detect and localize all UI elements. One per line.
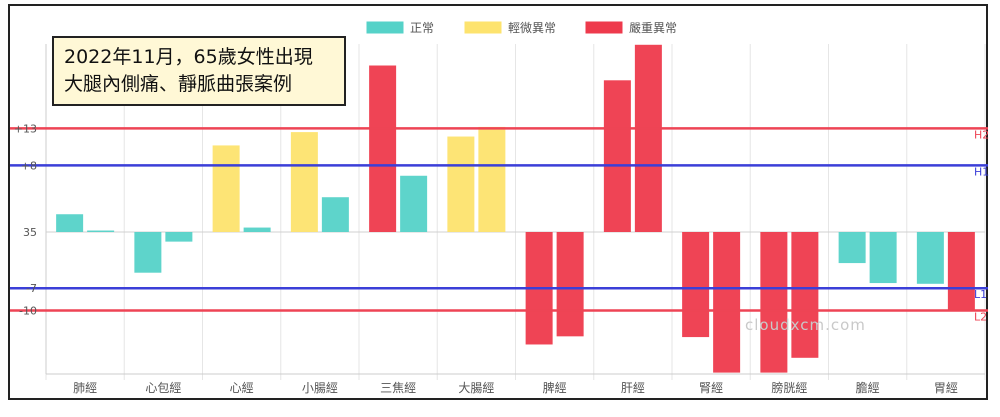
bar [56, 214, 84, 232]
y-tick-label: +8 [21, 159, 37, 172]
bar [634, 44, 662, 232]
bar [369, 65, 397, 232]
y-tick-label: -10 [19, 304, 37, 317]
bar [869, 232, 897, 284]
bar [682, 232, 710, 338]
x-tick-label: 小腸經 [302, 381, 338, 395]
annotation-line-1: 2022年11月，65歲女性出現 [64, 46, 313, 68]
legend-label: 嚴重異常 [629, 21, 677, 35]
bar [713, 232, 741, 373]
watermark-text: cloudxcm.com [745, 316, 866, 334]
bar [400, 175, 428, 232]
annotation-box: 2022年11月，65歲女性出現 大腿內側痛、靜脈曲張案例 [52, 36, 346, 106]
bar [212, 145, 240, 232]
y-tick-label: +13 [14, 122, 37, 135]
legend-label: 輕微異常 [508, 21, 556, 35]
bar [290, 132, 318, 232]
bar [243, 227, 271, 232]
bar [165, 232, 193, 242]
x-tick-label: 腎經 [699, 381, 723, 395]
bar [791, 232, 819, 358]
legend-swatch [365, 20, 405, 35]
x-tick-label: 脾經 [543, 380, 567, 395]
reference-line-label: L1 [974, 288, 987, 301]
x-tick-label: 心經 [230, 381, 254, 395]
bar [916, 232, 944, 284]
reference-line-label: L2 [974, 310, 987, 323]
y-tick-label: 35 [23, 226, 37, 239]
bar [87, 230, 115, 232]
x-tick-label: 大腸經 [458, 381, 494, 395]
bar [134, 232, 162, 273]
bar [556, 232, 584, 337]
x-tick-label: 心包經 [145, 381, 181, 395]
y-tick-label: -7 [26, 282, 37, 295]
x-tick-label: 肝經 [621, 381, 645, 395]
bar [321, 197, 349, 232]
bar [447, 136, 475, 232]
reference-line-label: H1 [974, 165, 989, 178]
x-tick-label: 膽經 [856, 380, 880, 395]
x-tick-label: 肺經 [73, 381, 97, 395]
bar [603, 80, 631, 232]
x-tick-label: 膀胱經 [771, 380, 807, 395]
legend-label: 正常 [410, 21, 434, 35]
bar [947, 232, 975, 312]
bar [478, 126, 506, 232]
x-tick-label: 胃經 [934, 381, 958, 395]
x-tick-label: 三焦經 [380, 381, 416, 395]
bar [760, 232, 788, 373]
legend-swatch [584, 20, 624, 35]
annotation-line-2: 大腿內側痛、靜脈曲張案例 [64, 73, 293, 95]
reference-line-label: H2 [974, 128, 989, 141]
bar [838, 232, 866, 264]
legend-swatch [463, 20, 503, 35]
